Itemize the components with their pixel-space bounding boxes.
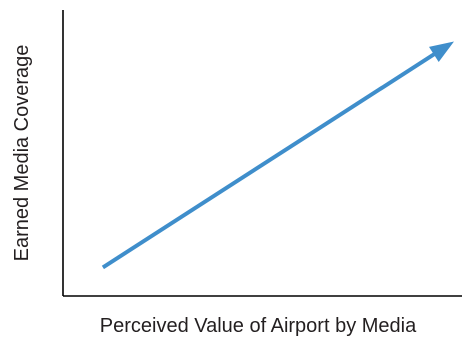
series-layer [101,41,454,270]
trend-arrow-line [101,51,437,270]
x-axis-label: Perceived Value of Airport by Media [100,315,417,337]
y-axis-label: Earned Media Coverage [11,45,33,262]
trend-arrow-head [429,41,454,62]
